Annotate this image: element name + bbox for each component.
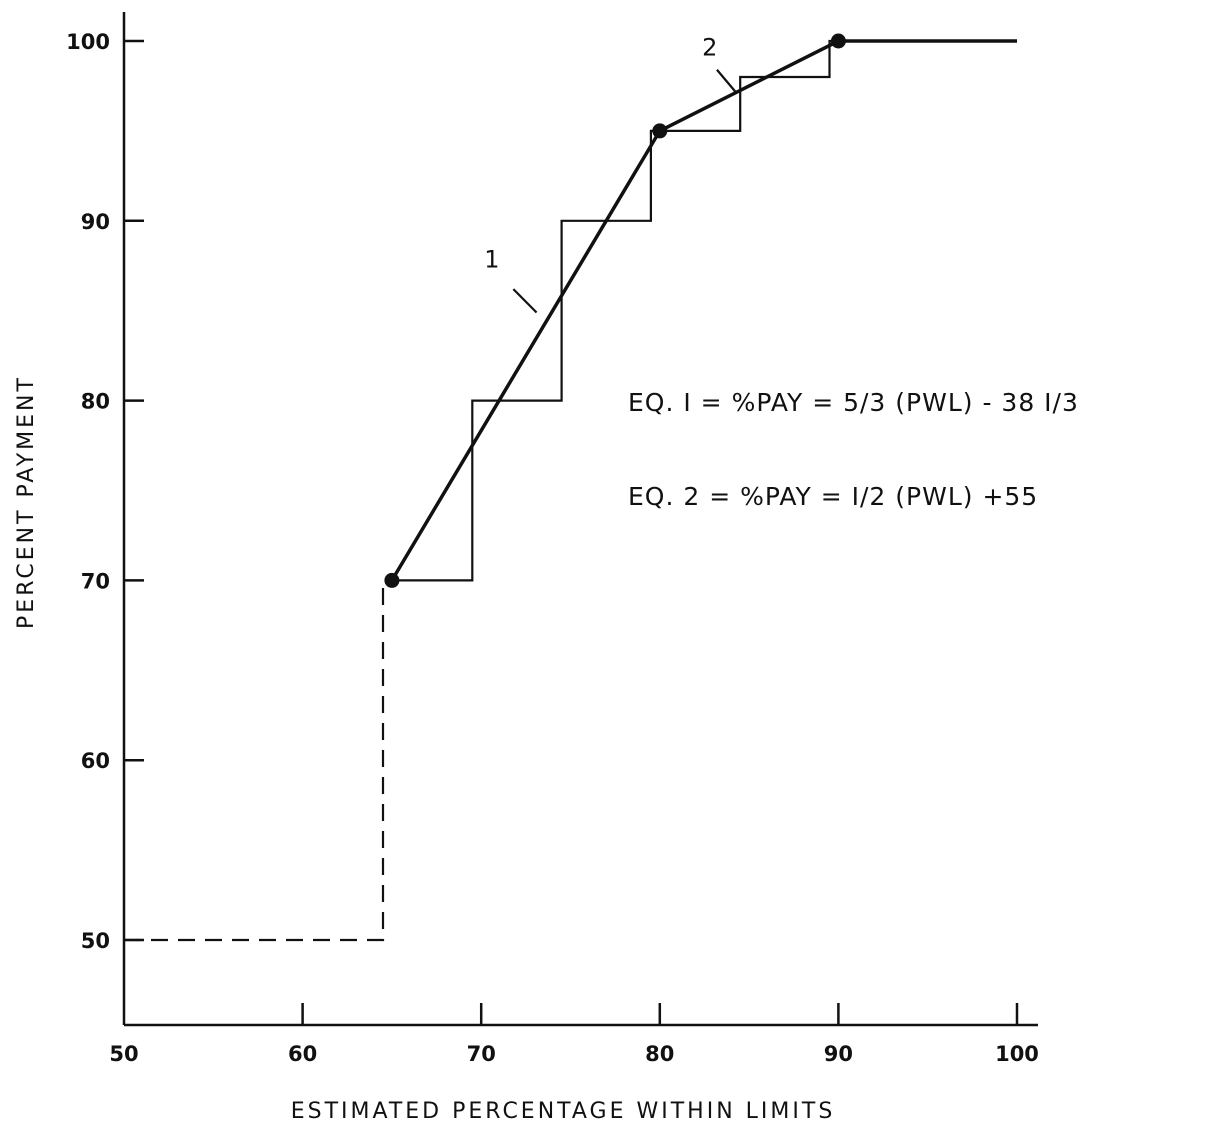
- axes: [122, 12, 1038, 1027]
- equation-2-annotation: EQ. 2 = %PAY = I/2 (PWL) +55: [628, 482, 1038, 511]
- x-tick-label-100: 100: [995, 1042, 1039, 1066]
- series-line-step: [391, 39, 839, 582]
- series-line-dashed: [124, 579, 392, 942]
- data-markers: [384, 33, 846, 588]
- x-tick-label-60: 60: [288, 1042, 317, 1066]
- marker-point-65-70: [384, 572, 400, 588]
- leader-lines: 12: [484, 33, 738, 314]
- segment-2-label: 2: [702, 33, 717, 61]
- x-tick-label-70: 70: [467, 1042, 496, 1066]
- segment-2-leader: [716, 69, 738, 94]
- equation-1-annotation: EQ. I = %PAY = 5/3 (PWL) - 38 I/3: [628, 388, 1079, 417]
- marker-point-90-100: [830, 33, 846, 49]
- segment-1-leader: [512, 288, 538, 314]
- series-line-solid-bold: [390, 39, 1017, 582]
- y-tick-label-100: 100: [66, 30, 110, 54]
- tick-marks: [124, 39, 1019, 1025]
- tick-labels: 50 60 70 80 90 100 50 60 70 80 90 100: [66, 30, 1039, 1066]
- x-axis-title: ESTIMATED PERCENTAGE WITHIN LIMITS: [291, 1099, 836, 1124]
- y-tick-label-70: 70: [81, 569, 110, 593]
- segment-1-label: 1: [484, 246, 499, 274]
- y-tick-label-90: 90: [81, 210, 110, 234]
- marker-point-80-95: [652, 123, 668, 139]
- y-tick-label-60: 60: [81, 749, 110, 773]
- y-axis-title: PERCENT PAYMENT: [14, 375, 39, 629]
- y-tick-label-80: 80: [81, 390, 110, 414]
- x-tick-label-50: 50: [109, 1042, 138, 1066]
- y-tick-label-50: 50: [81, 929, 110, 953]
- x-tick-label-90: 90: [824, 1042, 853, 1066]
- x-tick-label-80: 80: [645, 1042, 674, 1066]
